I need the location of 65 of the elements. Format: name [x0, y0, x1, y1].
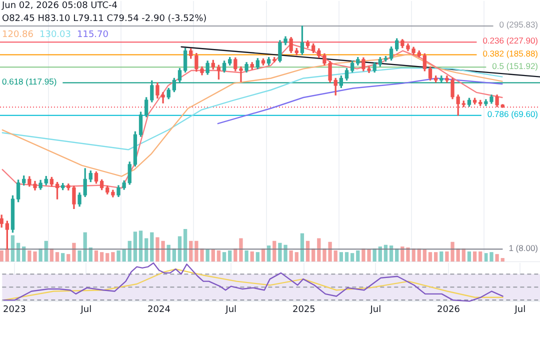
ref-line-label: 0.5 (151.92) [492, 60, 538, 71]
bar [138, 230, 143, 262]
annotation: 120.86 [2, 30, 34, 40]
bar [133, 232, 138, 262]
bar [100, 252, 104, 262]
bar [472, 251, 477, 262]
x-tick-label: Jul [80, 304, 92, 315]
bar [300, 233, 304, 262]
bar [344, 252, 349, 262]
bar [66, 254, 70, 262]
bar [356, 250, 360, 262]
bar [206, 249, 210, 262]
bar [183, 229, 188, 262]
bar [440, 251, 444, 262]
x-tick-label: Jul [514, 304, 526, 315]
bar [289, 250, 293, 262]
x-tick-label: 2026 [437, 304, 460, 315]
bar [467, 251, 472, 262]
bar [350, 253, 354, 262]
bar [222, 252, 226, 262]
annotation: 130.03 [40, 30, 71, 40]
x-tick-label: 2025 [292, 304, 316, 315]
ref-line-label: 0 (295.83) [499, 20, 538, 30]
bar [61, 253, 65, 262]
bar [495, 254, 499, 262]
bar [434, 252, 438, 262]
annotation: 115.70 [77, 30, 108, 40]
bar [239, 238, 243, 262]
ref-line-label: 0.236 (227.90) [482, 36, 538, 46]
ref-line-label: 0.382 (185.88) [482, 48, 538, 58]
annotation: O82.45 H83.10 L79.11 C79.54 -2.90 (-3.52%) [2, 13, 207, 26]
ref-line-label: 0.786 (69.60) [487, 109, 538, 120]
x-tick-label: 2024 [148, 304, 171, 315]
bar [406, 247, 410, 262]
bar [422, 249, 427, 262]
bar [216, 250, 221, 262]
bar [478, 251, 482, 262]
annotation: Jun 02, 2026 05:08 UTC-4 [2, 0, 118, 13]
bar [250, 251, 254, 262]
bar [294, 252, 298, 262]
x-tick-label: 2023 [3, 304, 26, 315]
ref-line-label: 0.618 (117.95) [2, 76, 57, 86]
bar [83, 232, 87, 262]
ref-line-label: 1 (8.00) [508, 242, 538, 253]
bar [150, 232, 154, 262]
bar [78, 250, 82, 262]
x-tick-label: Jul [224, 304, 237, 315]
bar [428, 252, 432, 262]
bar [317, 238, 321, 262]
bar [256, 252, 260, 262]
bar [10, 235, 15, 262]
bar [339, 252, 344, 262]
bar [111, 252, 115, 262]
bar [144, 238, 148, 262]
x-tick-label: Jul [369, 304, 382, 315]
bar [106, 253, 110, 262]
bar [72, 242, 76, 262]
bar [228, 250, 232, 262]
bar [55, 252, 60, 262]
bar [38, 248, 42, 262]
bar [0, 250, 4, 262]
bar [94, 250, 98, 262]
bar [211, 249, 215, 262]
bar [334, 250, 338, 262]
bar [244, 250, 248, 262]
